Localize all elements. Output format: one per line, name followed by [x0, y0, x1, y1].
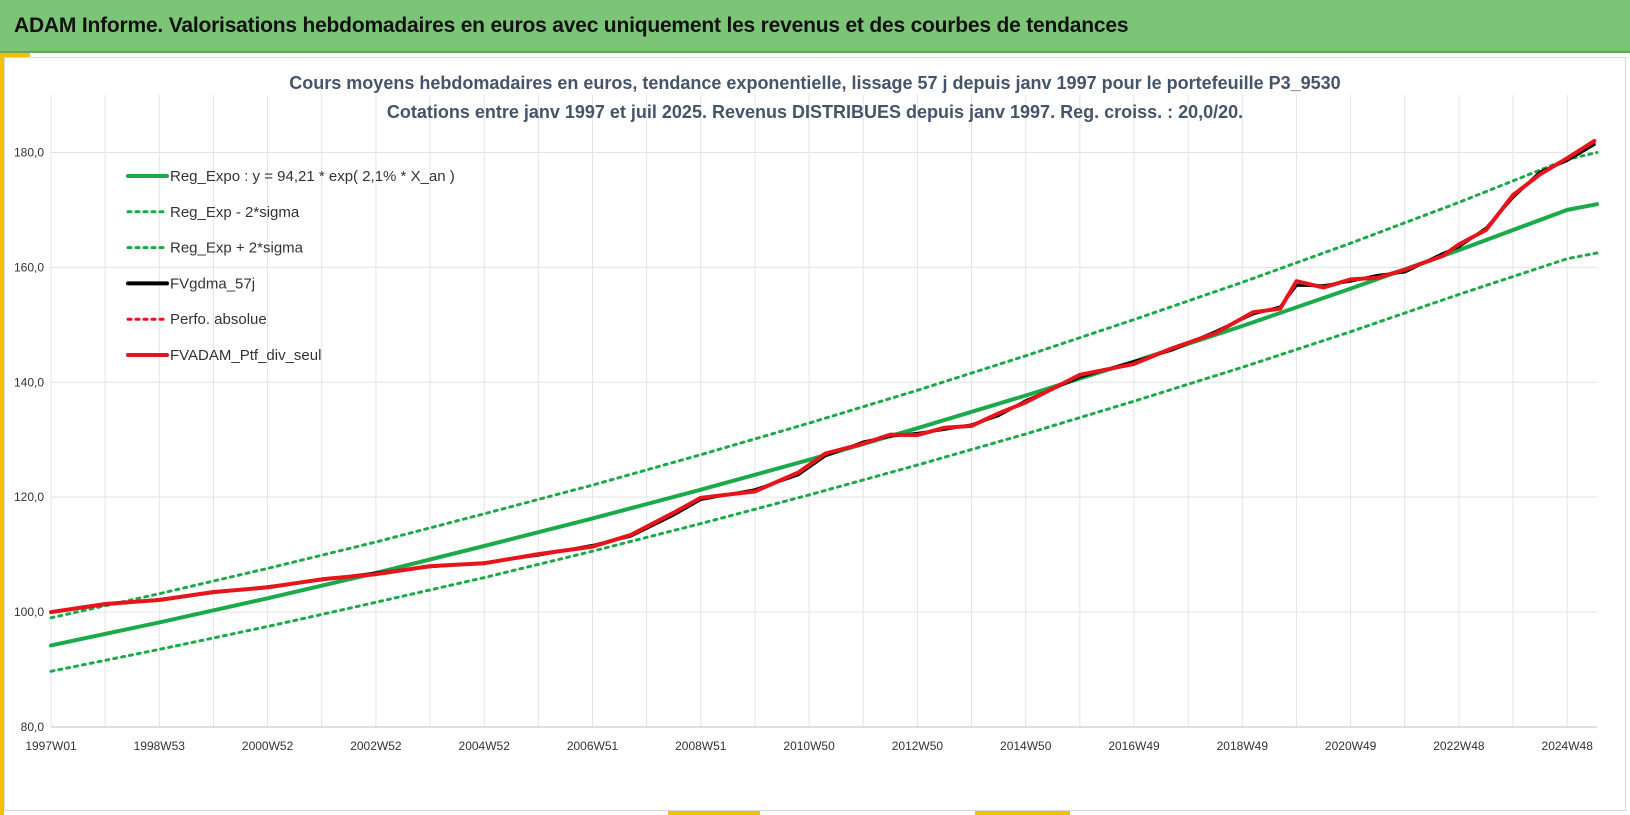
page-title: ADAM Informe. Valorisations hebdomadaire… [14, 14, 1129, 37]
x-tick-label: 1997W01 [25, 739, 77, 753]
chart-area: Cours moyens hebdomadaires en euros, ten… [4, 57, 1626, 811]
y-tick-label: 180,0 [14, 145, 44, 159]
series-lines [49, 139, 1599, 673]
accent-bar-bottom-2 [975, 811, 1070, 815]
legend-label: Perfo. absolue [170, 311, 267, 328]
y-tick-label: 160,0 [14, 260, 44, 274]
y-axis: 80,0 100,0 120,0 140,0 160,0 180,0 [14, 145, 44, 734]
y-tick-label: 80,0 [21, 720, 45, 734]
legend-label: Reg_Expo : y = 94,21 * exp( 2,1% * X_an … [170, 168, 455, 185]
x-tick-label: 1998W53 [134, 739, 186, 753]
x-tick-label: 2020W49 [1325, 739, 1377, 753]
legend-label: FVgdma_57j [170, 275, 255, 292]
series-reg-expo [49, 202, 1599, 648]
x-tick-label: 2010W50 [783, 739, 835, 753]
page-header: ADAM Informe. Valorisations hebdomadaire… [0, 0, 1630, 53]
accent-bar-top [0, 53, 30, 57]
x-tick-label: 2016W49 [1108, 739, 1160, 753]
x-tick-label: 2000W52 [242, 739, 294, 753]
x-tick-label: 2012W50 [892, 739, 944, 753]
x-tick-label: 2014W50 [1000, 739, 1052, 753]
legend: Reg_Expo : y = 94,21 * exp( 2,1% * X_an … [126, 168, 455, 364]
x-tick-label: 2008W51 [675, 739, 727, 753]
legend-label: FVADAM_Ptf_div_seul [170, 347, 321, 364]
series-reg-exp-minus-2sigma [49, 251, 1599, 673]
chart-title: Cours moyens hebdomadaires en euros, ten… [289, 73, 1340, 122]
y-tick-label: 120,0 [14, 490, 44, 504]
x-tick-label: 2024W48 [1542, 739, 1594, 753]
x-tick-label: 2006W51 [567, 739, 619, 753]
x-tick-label: 2002W52 [350, 739, 402, 753]
chart-title-line-2: Cotations entre janv 1997 et juil 2025. … [387, 102, 1243, 122]
gridlines [50, 95, 1597, 728]
x-tick-label: 2004W52 [459, 739, 511, 753]
y-tick-label: 140,0 [14, 375, 44, 389]
series-reg-exp-plus-2sigma [49, 151, 1599, 620]
accent-bar-left [0, 53, 4, 815]
x-tick-label: 2022W48 [1433, 739, 1485, 753]
x-axis: 1997W01 1998W53 2000W52 2002W52 2004W52 2006W… [25, 726, 1597, 753]
y-tick-label: 100,0 [14, 605, 44, 619]
x-tick-label: 2018W49 [1217, 739, 1269, 753]
chart-title-line-1: Cours moyens hebdomadaires en euros, ten… [289, 73, 1340, 93]
legend-label: Reg_Exp + 2*sigma [170, 240, 304, 257]
accent-bar-bottom-1 [668, 811, 760, 815]
series-fvadam-ptf-div-seul [49, 139, 1597, 615]
legend-label: Reg_Exp - 2*sigma [170, 204, 300, 221]
line-chart: Cours moyens hebdomadaires en euros, ten… [14, 73, 1599, 753]
